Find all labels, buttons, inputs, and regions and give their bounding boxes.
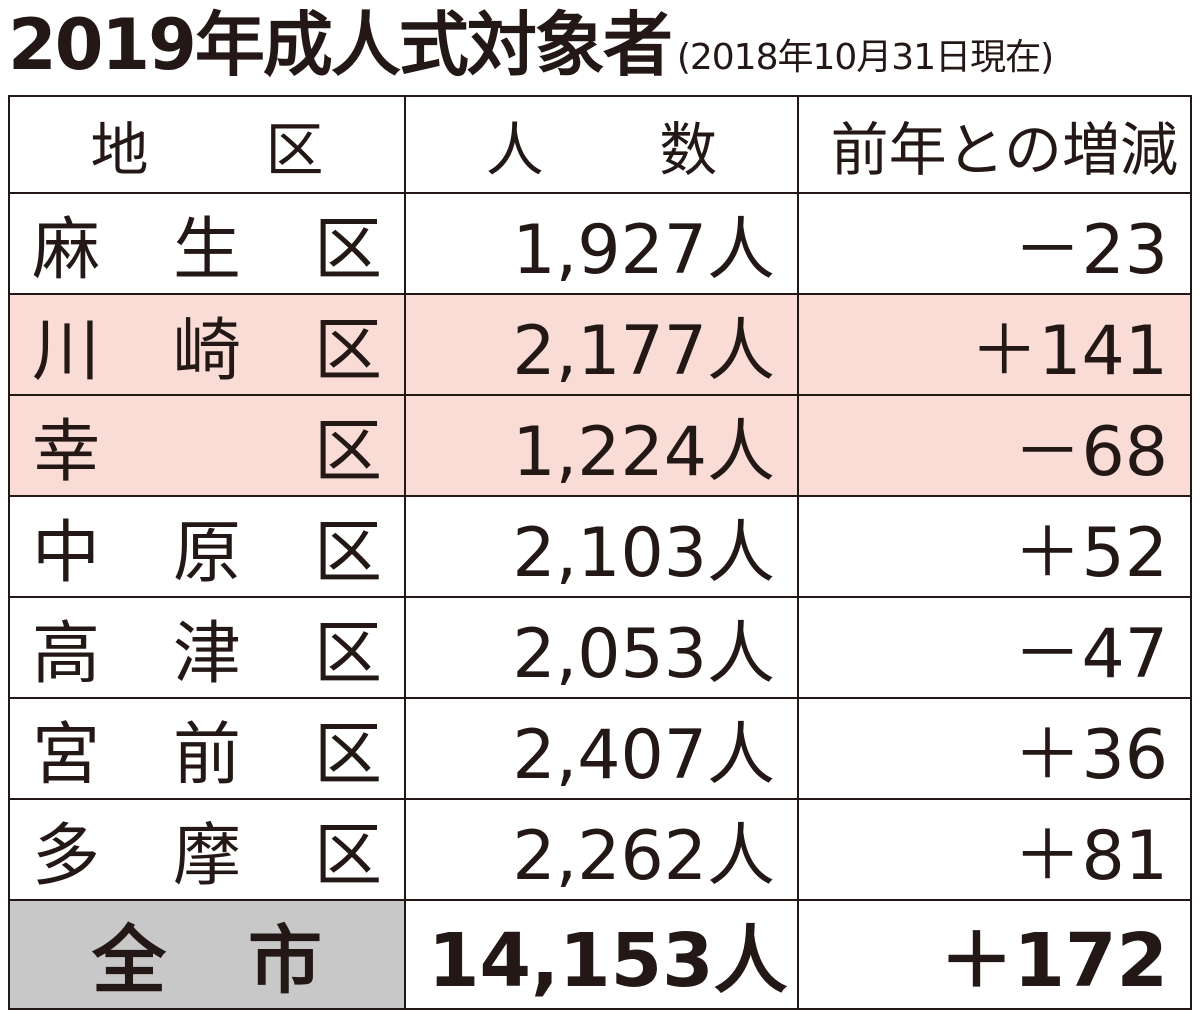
count-cell: 14,153人	[404, 899, 799, 1010]
district-cell: 高津区	[8, 596, 406, 699]
title-block: 2019年成人式対象者 (2018年10月31日現在)	[8, 2, 1054, 90]
count-cell: 2,103人	[404, 495, 799, 598]
table: 地区人数前年との増減麻生区 1,927人 －23 川崎区 2,177人 ＋141 幸区 1,2…	[8, 95, 1192, 1010]
data-row: 多摩区 2,262人 ＋81	[8, 798, 1192, 901]
subtitle: (2018年10月31日現在)	[676, 37, 1054, 78]
change-cell: ＋141	[797, 293, 1192, 396]
data-row: 宮前区 2,407人 ＋36	[8, 697, 1192, 800]
data-row: 高津区 2,053人 －47	[8, 596, 1192, 699]
change-cell: ＋81	[797, 798, 1192, 901]
data-row: 中原区 2,103人 ＋52	[8, 495, 1192, 598]
change-cell: －23	[797, 192, 1192, 295]
district-cell: 川崎区	[8, 293, 406, 396]
change-cell: －68	[797, 394, 1192, 497]
data-row: 麻生区 1,927人 －23	[8, 192, 1192, 295]
header-row: 地区人数前年との増減	[8, 95, 1192, 194]
data-row: 幸区 1,224人 －68	[8, 394, 1192, 497]
title: 2019年成人式対象者	[8, 4, 673, 86]
count-cell: 2,053人	[404, 596, 799, 699]
count-cell: 2,262人	[404, 798, 799, 901]
district-cell: 全市	[8, 899, 406, 1010]
change-cell: ＋52	[797, 495, 1192, 598]
total-row: 全市 14,153人 ＋172	[8, 899, 1192, 1010]
count-cell: 1,927人	[404, 192, 799, 295]
data-row: 川崎区 2,177人 ＋141	[8, 293, 1192, 396]
count-cell: 1,224人	[404, 394, 799, 497]
change-cell: －47	[797, 596, 1192, 699]
count-cell: 人数	[404, 95, 799, 194]
district-cell: 麻生区	[8, 192, 406, 295]
district-cell: 宮前区	[8, 697, 406, 800]
district-cell: 地区	[8, 95, 406, 194]
change-cell: 前年との増減	[797, 95, 1192, 194]
district-cell: 幸区	[8, 394, 406, 497]
count-cell: 2,177人	[404, 293, 799, 396]
count-cell: 2,407人	[404, 697, 799, 800]
district-cell: 多摩区	[8, 798, 406, 901]
district-cell: 中原区	[8, 495, 406, 598]
change-cell: ＋172	[797, 899, 1192, 1010]
change-cell: ＋36	[797, 697, 1192, 800]
